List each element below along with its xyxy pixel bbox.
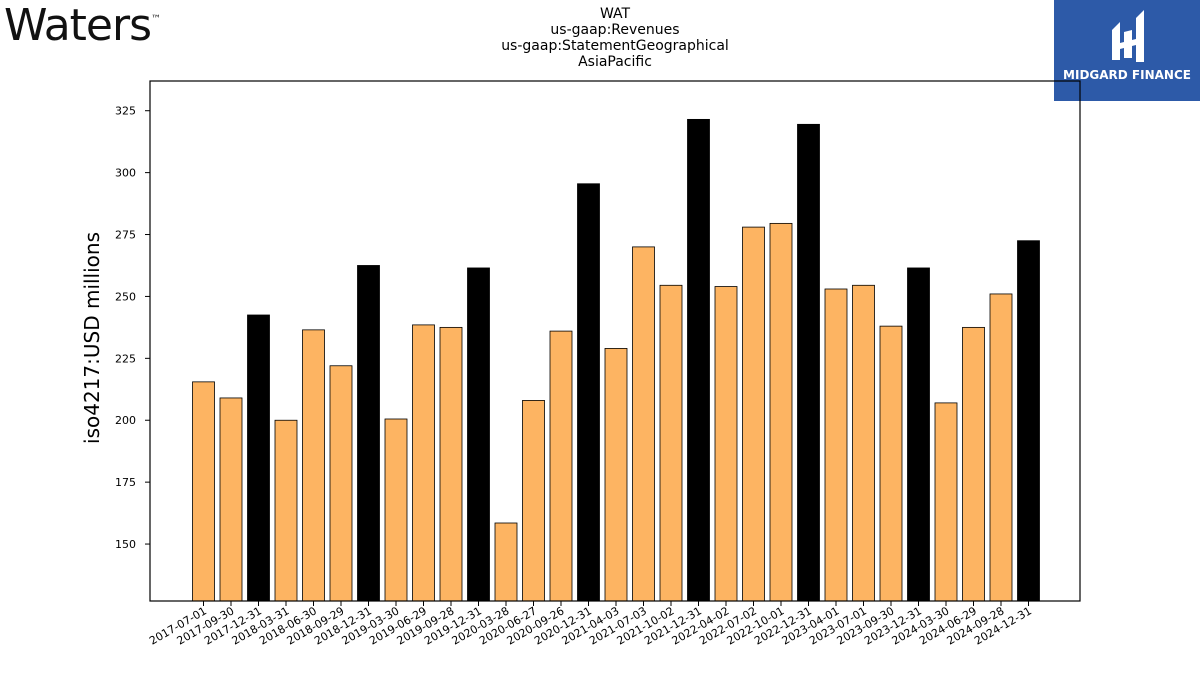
bar-2017-07-01 [192, 381, 215, 602]
bar-2022-12-31 [797, 123, 820, 602]
bar-2024-09-28 [989, 293, 1013, 602]
bar-2018-03-31 [274, 419, 298, 602]
title-line-axis: us-gaap:StatementGeographical [501, 38, 729, 54]
bar-2021-12-31 [687, 118, 710, 602]
waters-trademark: ™ [151, 14, 161, 25]
y-tick-label: 300 [115, 167, 136, 180]
y-axis-ticks: 150 175 200 225 250 275 300 325 [115, 105, 150, 551]
midgard-finance-logo: MIDGARD FINANCE [1054, 0, 1200, 101]
bar-2019-12-31 [467, 267, 490, 602]
bar-2020-12-31 [577, 183, 600, 602]
bar-2018-12-31 [357, 265, 380, 602]
waters-logo-text: Waters [4, 0, 152, 51]
bar-2023-04-01 [824, 288, 848, 602]
bar-2023-07-01 [852, 284, 875, 602]
bar-2021-04-03 [604, 348, 628, 602]
bar-2022-04-02 [714, 286, 738, 602]
title-line-concept: us-gaap:Revenues [550, 22, 680, 38]
bar-2022-10-01 [769, 222, 793, 602]
bar-2018-06-30 [302, 329, 325, 602]
waters-logo: Waters™ [4, 0, 161, 51]
bars-group [192, 118, 1040, 602]
bar-2017-12-31 [247, 314, 270, 602]
y-axis-label: iso4217:USD millions [80, 232, 104, 444]
y-tick-label: 175 [115, 476, 136, 489]
y-tick-label: 325 [115, 105, 136, 118]
bar-2017-09-30 [219, 397, 243, 602]
bar-2021-10-02 [659, 284, 683, 602]
bar-2020-09-26 [549, 330, 573, 602]
bar-2022-07-02 [742, 226, 765, 602]
y-tick-label: 225 [115, 352, 136, 365]
chart-title: WAT us-gaap:Revenues us-gaap:StatementGe… [415, 6, 815, 70]
y-tick-label: 150 [115, 538, 136, 551]
midgard-emblem-icon [1112, 10, 1144, 62]
bar-2024-12-31 [1017, 240, 1040, 602]
bar-2018-09-29 [329, 365, 353, 602]
plot-frame [149, 80, 1081, 602]
bar-2024-06-29 [962, 326, 985, 602]
midgard-finance-text: MIDGARD FINANCE [1063, 68, 1191, 82]
bar-2023-12-31 [907, 267, 930, 602]
y-tick-label: 200 [115, 414, 136, 427]
bar-2019-06-29 [412, 324, 435, 602]
x-axis-ticks: 2017-07-012017-09-302017-12-312018-03-31… [147, 601, 1034, 648]
y-tick-label: 275 [115, 229, 136, 242]
bar-2020-03-28 [494, 522, 518, 602]
y-tick-label: 250 [115, 290, 136, 303]
bar-2024-03-30 [934, 402, 958, 602]
bar-2021-07-03 [632, 246, 655, 602]
bar-2023-09-30 [879, 325, 903, 602]
bar-2020-06-27 [522, 400, 545, 602]
bar-2019-03-30 [384, 418, 408, 602]
title-line-ticker: WAT [599, 6, 631, 22]
title-line-member: AsiaPacific [578, 54, 652, 70]
bar-2019-09-28 [439, 326, 463, 602]
